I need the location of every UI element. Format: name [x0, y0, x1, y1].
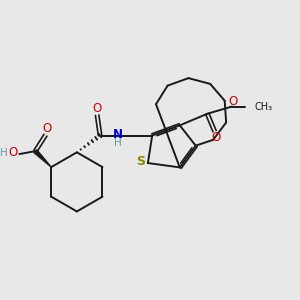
Text: O: O [229, 95, 238, 108]
Text: O: O [42, 122, 52, 135]
Text: O: O [8, 146, 18, 159]
Text: S: S [136, 155, 145, 168]
Polygon shape [34, 150, 51, 167]
Text: O: O [212, 131, 220, 144]
Text: CH₃: CH₃ [255, 101, 273, 112]
Text: O: O [92, 102, 102, 115]
Text: H: H [0, 148, 7, 158]
Text: N: N [113, 128, 123, 141]
Text: H: H [114, 138, 122, 148]
